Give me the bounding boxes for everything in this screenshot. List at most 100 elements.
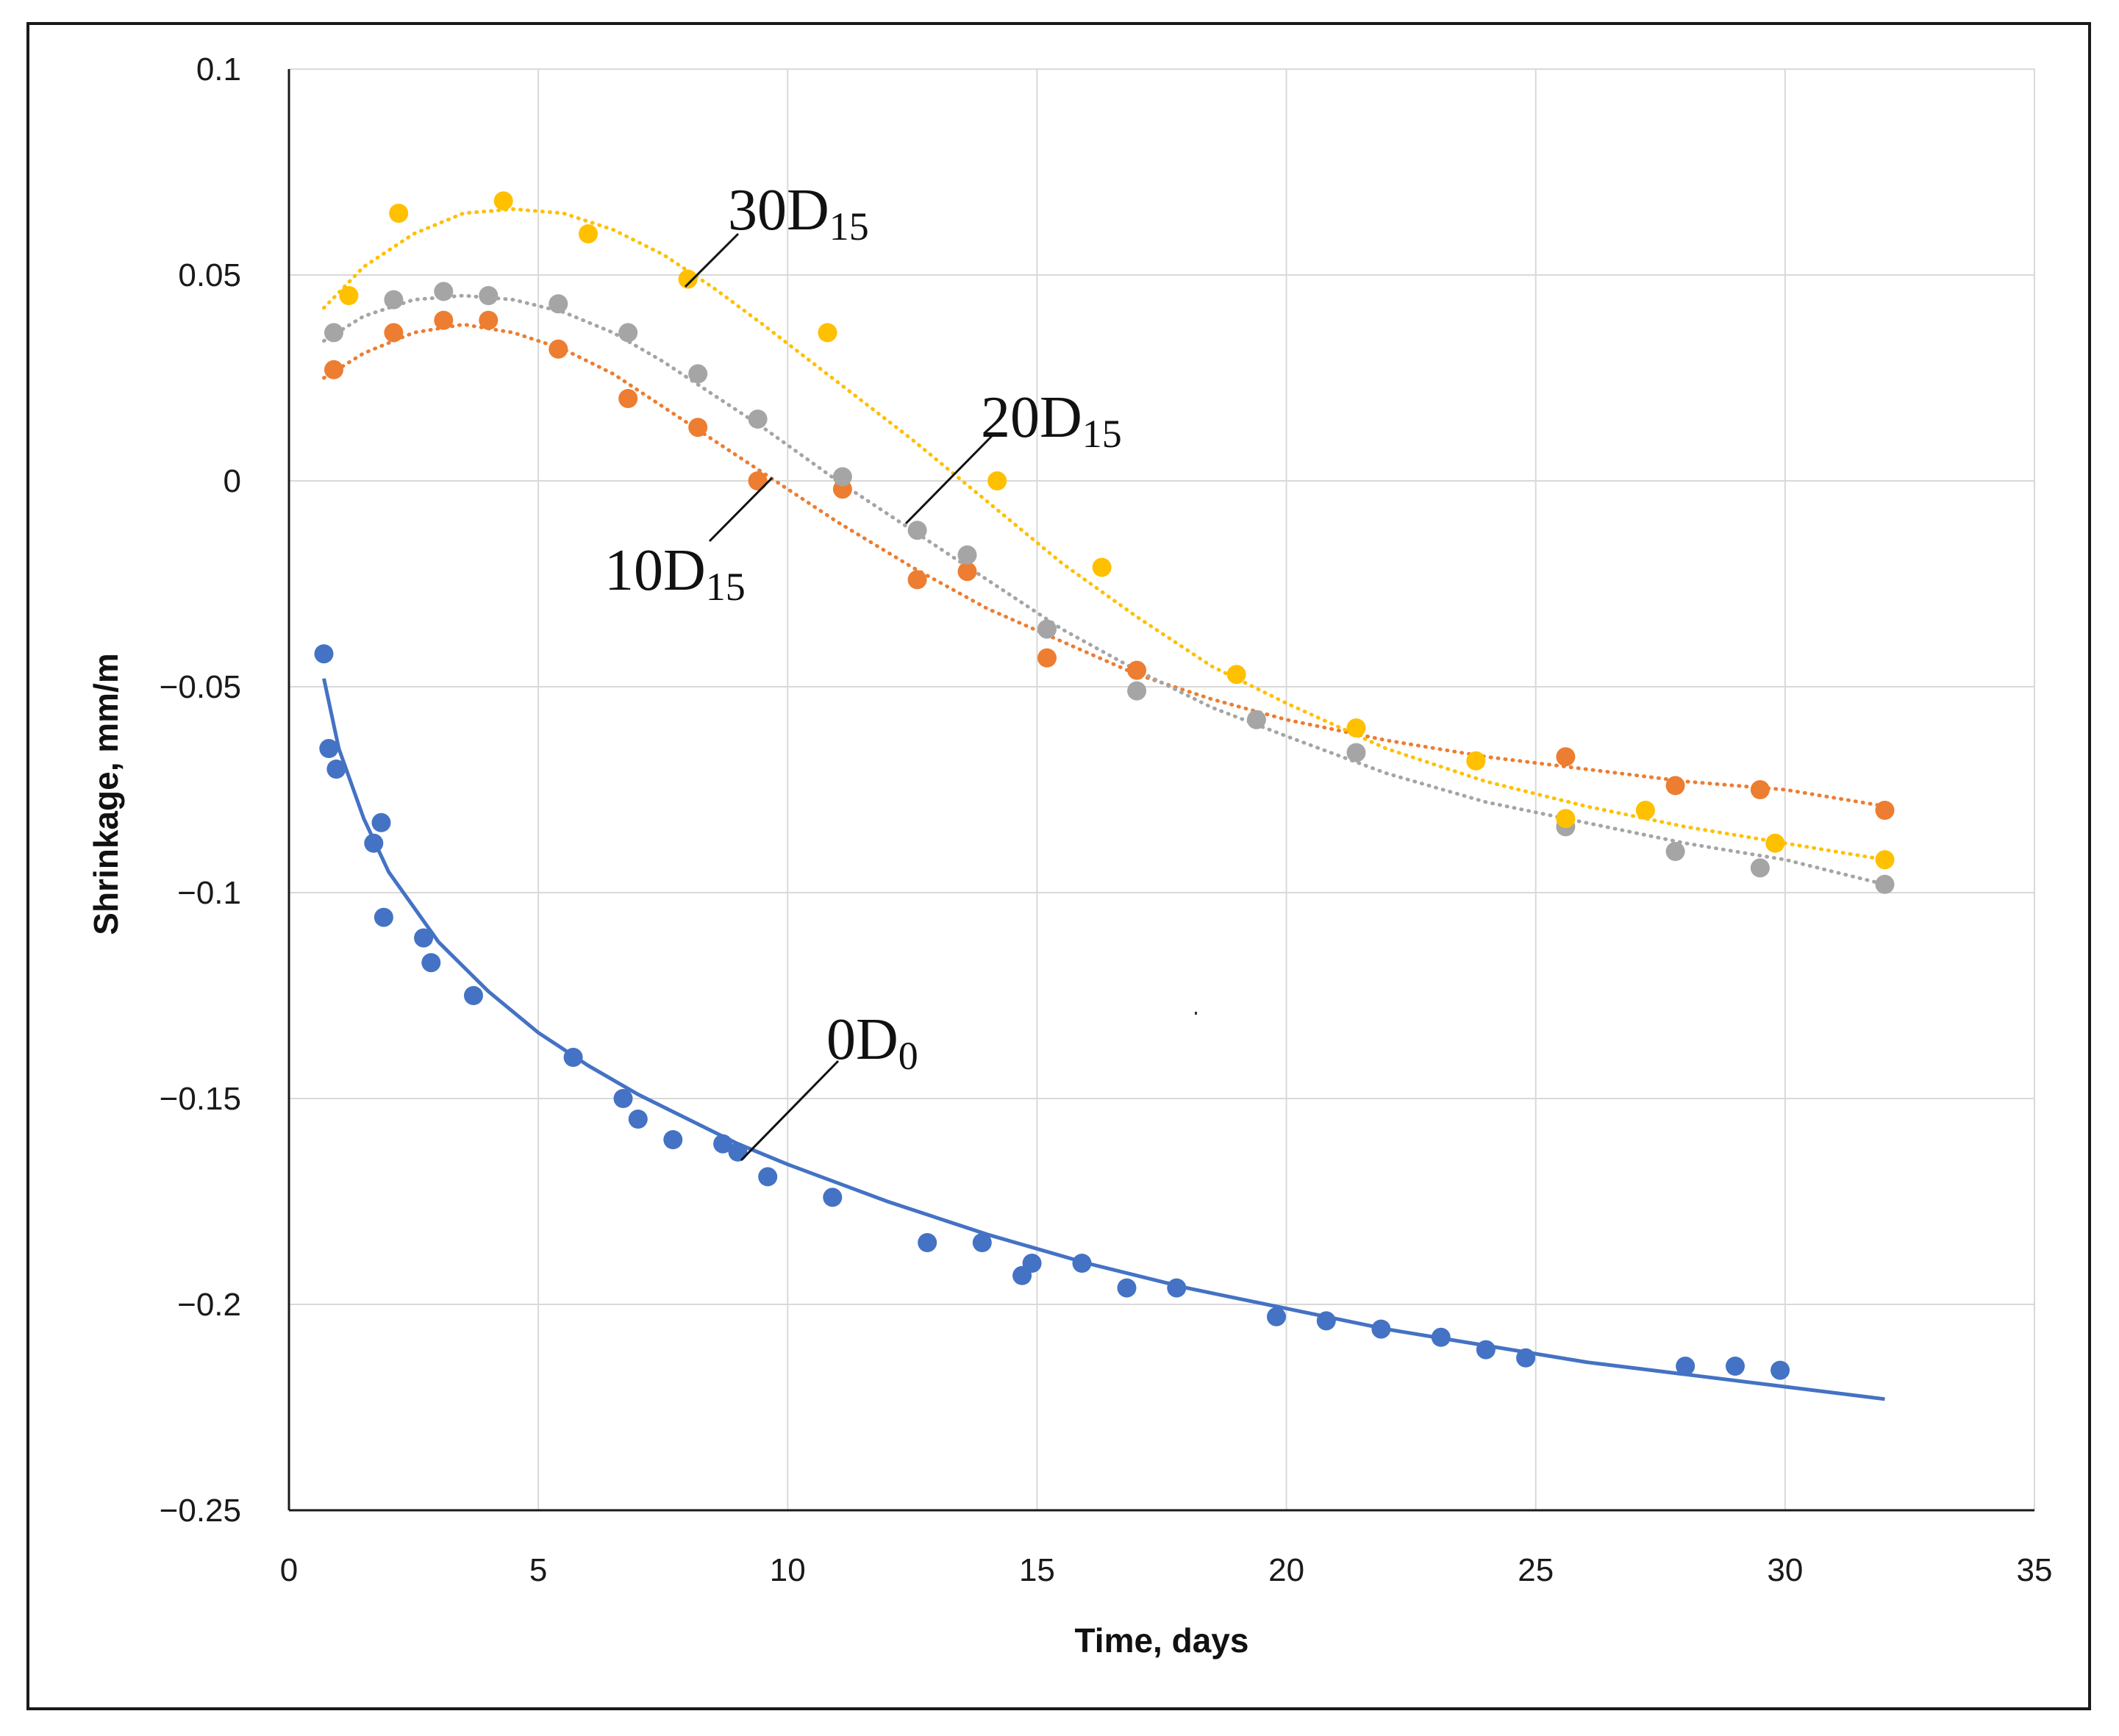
stray-mark — [1195, 1012, 1197, 1015]
point-0d0 — [613, 1089, 633, 1108]
axes — [287, 69, 2034, 1512]
point-20d15 — [548, 294, 568, 314]
point-10d15 — [479, 310, 499, 330]
x-tick-label: 15 — [1019, 1552, 1055, 1588]
label-0d0: 0D0 — [826, 1007, 918, 1078]
label-main-0d0: 0D — [826, 1007, 898, 1072]
point-0d0 — [1726, 1357, 1745, 1376]
point-0d0 — [1117, 1278, 1137, 1298]
point-20d15 — [748, 410, 768, 429]
leader-0d0 — [740, 1060, 840, 1162]
point-0d0 — [972, 1233, 992, 1252]
point-0d0 — [713, 1134, 733, 1154]
point-20d15 — [384, 290, 404, 310]
leader-10d15 — [708, 476, 773, 543]
point-0d0 — [371, 812, 391, 832]
label-10d15: 10D15 — [604, 538, 746, 609]
trendline-30d15 — [322, 207, 1887, 862]
point-20d15 — [618, 323, 638, 343]
label-main-10d15: 10D — [604, 538, 706, 603]
data-points — [314, 191, 1895, 1380]
x-tick-label: 0 — [280, 1552, 298, 1588]
point-20d15 — [479, 286, 499, 305]
label-main-20d15: 20D — [981, 385, 1082, 450]
point-20d15 — [1750, 858, 1770, 878]
point-20d15 — [1246, 710, 1266, 729]
point-10d15 — [1750, 780, 1770, 799]
point-10d15 — [548, 339, 568, 359]
y-tick-label: −0.25 — [160, 1493, 241, 1529]
point-0d0 — [1167, 1278, 1187, 1298]
x-tick-label: 35 — [2017, 1552, 2053, 1588]
gridlines — [289, 68, 2035, 1510]
x-tick-label: 25 — [1518, 1552, 1554, 1588]
leader-20d15 — [904, 434, 994, 525]
point-0d0 — [1072, 1254, 1092, 1273]
point-10d15 — [748, 471, 768, 490]
point-0d0 — [414, 928, 434, 948]
trendline-0d0 — [322, 678, 1885, 1401]
point-0d0 — [364, 833, 384, 853]
trendline-10d15 — [322, 322, 1887, 808]
point-30d15 — [1092, 557, 1112, 577]
label-sub-30d15: 15 — [829, 204, 869, 249]
point-10d15 — [1127, 660, 1147, 680]
point-10d15 — [907, 570, 927, 590]
y-tick-label: 0.1 — [196, 51, 241, 87]
point-30d15 — [1635, 801, 1655, 820]
point-20d15 — [832, 467, 852, 487]
point-0d0 — [663, 1130, 683, 1149]
point-0d0 — [1431, 1327, 1451, 1347]
point-30d15 — [1765, 833, 1785, 853]
point-30d15 — [1226, 665, 1246, 685]
y-tick-label: −0.1 — [177, 875, 241, 911]
point-0d0 — [918, 1233, 937, 1252]
point-30d15 — [579, 224, 598, 243]
point-10d15 — [324, 360, 343, 379]
point-30d15 — [678, 269, 698, 289]
point-0d0 — [464, 986, 483, 1005]
x-tick-label: 5 — [529, 1552, 547, 1588]
x-tick-label: 30 — [1767, 1552, 1803, 1588]
point-20d15 — [907, 521, 927, 540]
point-0d0 — [1371, 1319, 1391, 1339]
leader-30d15 — [684, 232, 740, 288]
x-tick-label: 10 — [770, 1552, 806, 1588]
point-20d15 — [957, 545, 977, 565]
point-10d15 — [618, 389, 638, 408]
point-10d15 — [384, 323, 404, 343]
y-axis-title: Shrinkage, mm/m — [87, 653, 125, 935]
y-tick-label: −0.05 — [160, 669, 241, 705]
tick-labels: 0 5 10 15 20 25 30 35 0.1 0.05 0 −0.05 −0.1 −0.15 −0.2… — [160, 51, 2053, 1588]
point-20d15 — [1875, 874, 1895, 894]
point-20d15 — [1346, 743, 1366, 762]
point-0d0 — [326, 760, 346, 779]
point-10d15 — [434, 310, 454, 330]
point-30d15 — [493, 191, 513, 211]
point-10d15 — [1037, 648, 1057, 668]
y-tick-label: 0.05 — [178, 257, 241, 293]
point-30d15 — [1556, 809, 1576, 829]
point-0d0 — [374, 907, 393, 927]
point-10d15 — [957, 562, 977, 582]
point-20d15 — [688, 364, 708, 384]
y-tick-label: −0.2 — [177, 1287, 241, 1323]
y-tick-label: 0 — [224, 463, 241, 499]
point-0d0 — [1770, 1360, 1790, 1380]
point-30d15 — [389, 204, 409, 223]
point-10d15 — [688, 418, 708, 437]
point-30d15 — [339, 286, 359, 305]
point-20d15 — [324, 323, 343, 343]
figure-frame — [26, 22, 2091, 1710]
point-0d0 — [1316, 1311, 1336, 1331]
point-10d15 — [1665, 776, 1685, 796]
point-0d0 — [628, 1110, 648, 1129]
point-0d0 — [823, 1187, 843, 1207]
label-sub-0d0: 0 — [898, 1034, 918, 1078]
point-10d15 — [1875, 801, 1895, 820]
point-30d15 — [818, 323, 837, 343]
label-main-30d15: 30D — [728, 178, 829, 243]
point-0d0 — [1022, 1254, 1042, 1273]
